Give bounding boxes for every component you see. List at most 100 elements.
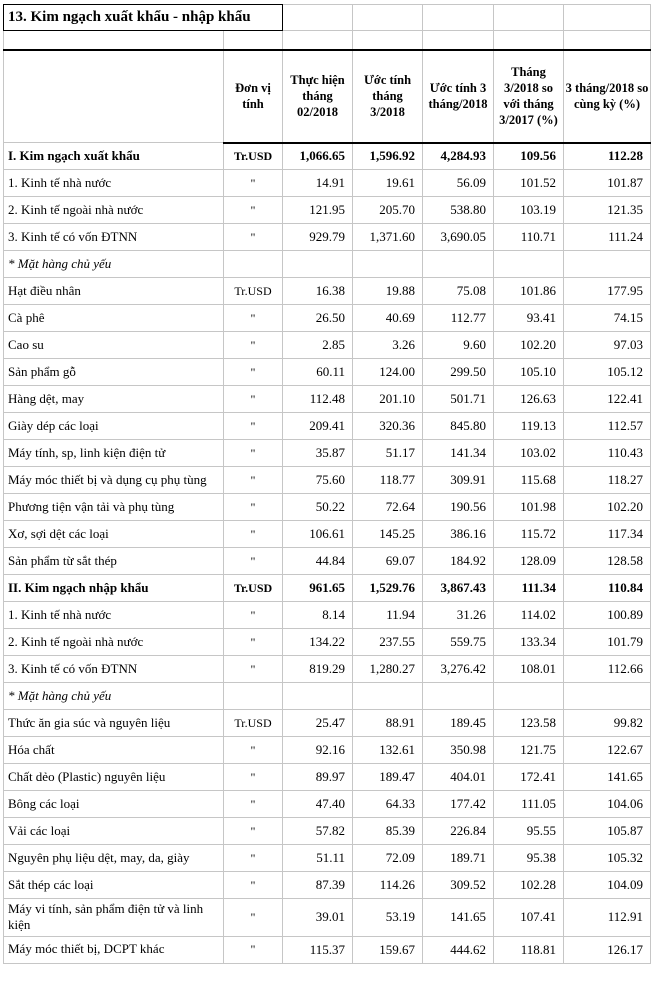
empty-cell <box>352 4 423 31</box>
value-cell <box>422 682 494 710</box>
value-cell: 111.05 <box>493 790 564 818</box>
value-cell: 177.42 <box>422 790 494 818</box>
table-row: * Mặt hàng chủ yếu <box>3 682 651 710</box>
row-label-cell: Thức ăn gia súc và nguyên liệu <box>3 709 224 737</box>
row-label-cell: 3. Kinh tế có vốn ĐTNN <box>3 655 224 683</box>
export-import-table: 13. Kim ngạch xuất khẩu - nhập khẩu Đơn … <box>3 4 651 964</box>
table-row: 3. Kinh tế có vốn ĐTNN " 819.29 1,280.27 3,2… <box>3 655 651 683</box>
value-cell: 93.41 <box>493 304 564 332</box>
unit-cell: " <box>223 358 283 386</box>
value-cell: 19.88 <box>352 277 423 305</box>
row-label-cell: Máy móc thiết bị và dụng cụ phụ tùng <box>3 466 224 494</box>
table-row: Xơ, sợi dệt các loại " 106.61 145.25 386.16 1… <box>3 520 651 548</box>
value-cell: 209.41 <box>282 412 353 440</box>
value-cell: 57.82 <box>282 817 353 845</box>
value-cell <box>493 682 564 710</box>
empty-cell <box>223 30 283 50</box>
value-cell: 128.58 <box>563 547 651 575</box>
value-cell: 31.26 <box>422 601 494 629</box>
value-cell: 501.71 <box>422 385 494 413</box>
value-cell: 309.91 <box>422 466 494 494</box>
value-cell: 205.70 <box>352 196 423 224</box>
row-label-cell: Hàng dệt, may <box>3 385 224 413</box>
value-cell <box>563 250 651 278</box>
row-label-cell: I. Kim ngạch xuất khẩu <box>3 142 224 170</box>
value-cell: 75.08 <box>422 277 494 305</box>
value-cell: 72.09 <box>352 844 423 872</box>
value-cell: 189.71 <box>422 844 494 872</box>
value-cell: 97.03 <box>563 331 651 359</box>
value-cell: 320.36 <box>352 412 423 440</box>
unit-cell: " <box>223 790 283 818</box>
table-row: Máy móc thiết bị và dụng cụ phụ tùng " 75.… <box>3 466 651 494</box>
value-cell <box>352 250 423 278</box>
unit-cell: " <box>223 331 283 359</box>
value-cell: 53.19 <box>352 898 423 937</box>
value-cell: 89.97 <box>282 763 353 791</box>
unit-cell: " <box>223 547 283 575</box>
value-cell: 559.75 <box>422 628 494 656</box>
value-cell: 107.41 <box>493 898 564 937</box>
value-cell: 110.84 <box>563 574 651 602</box>
value-cell: 102.20 <box>493 331 564 359</box>
value-cell: 226.84 <box>422 817 494 845</box>
table-row: Cà phê " 26.50 40.69 112.77 93.41 74.15 <box>3 304 651 332</box>
value-cell: 111.34 <box>493 574 564 602</box>
table-row: Sản phẩm từ sắt thép " 44.84 69.07 184.92 128… <box>3 547 651 575</box>
table-row: Nguyên phụ liệu dệt, may, da, giày " 51.11… <box>3 844 651 872</box>
value-cell: 101.86 <box>493 277 564 305</box>
page-title: 13. Kim ngạch xuất khẩu - nhập khẩu <box>3 4 283 31</box>
empty-cell <box>3 30 224 50</box>
value-cell: 122.41 <box>563 385 651 413</box>
value-cell: 133.34 <box>493 628 564 656</box>
table-row: Bông các loại " 47.40 64.33 177.42 111.05 104.… <box>3 790 651 818</box>
value-cell: 4,284.93 <box>422 142 494 170</box>
value-cell: 102.28 <box>493 871 564 899</box>
unit-cell: " <box>223 655 283 683</box>
value-cell: 3,690.05 <box>422 223 494 251</box>
column-header-est-mar: Ước tính tháng 3/2018 <box>352 48 423 144</box>
value-cell <box>563 682 651 710</box>
value-cell: 99.82 <box>563 709 651 737</box>
unit-cell: " <box>223 817 283 845</box>
table-row: 1. Kinh tế nhà nước " 14.91 19.61 56.09 101.5… <box>3 169 651 197</box>
value-cell: 141.34 <box>422 439 494 467</box>
value-cell: 177.95 <box>563 277 651 305</box>
value-cell: 123.58 <box>493 709 564 737</box>
value-cell: 8.14 <box>282 601 353 629</box>
row-label-cell: Bông các loại <box>3 790 224 818</box>
table-row: 2. Kinh tế ngoài nhà nước " 134.22 237.55 55… <box>3 628 651 656</box>
table-row: 1. Kinh tế nhà nước " 8.14 11.94 31.26 114.02… <box>3 601 651 629</box>
value-cell: 141.65 <box>563 763 651 791</box>
empty-cell <box>422 30 494 50</box>
value-cell: 105.12 <box>563 358 651 386</box>
table-row: Hạt điều nhân Tr.USD 16.38 19.88 75.08 101.86… <box>3 277 651 305</box>
value-cell: 121.75 <box>493 736 564 764</box>
value-cell: 190.56 <box>422 493 494 521</box>
unit-cell: " <box>223 844 283 872</box>
value-cell: 105.87 <box>563 817 651 845</box>
value-cell: 14.91 <box>282 169 353 197</box>
empty-cell <box>493 30 564 50</box>
table-body: I. Kim ngạch xuất khẩu Tr.USD 1,066.65 1,59… <box>3 142 651 964</box>
value-cell: 112.77 <box>422 304 494 332</box>
table-row: Máy móc thiết bị, DCPT khác " 115.37 159.67… <box>3 935 651 964</box>
row-label-cell: Vải các loại <box>3 817 224 845</box>
unit-cell: " <box>223 439 283 467</box>
value-cell: 87.39 <box>282 871 353 899</box>
value-cell: 112.28 <box>563 142 651 170</box>
table-row: I. Kim ngạch xuất khẩu Tr.USD 1,066.65 1,59… <box>3 142 651 170</box>
row-label-cell: Xơ, sợi dệt các loại <box>3 520 224 548</box>
value-cell: 1,280.27 <box>352 655 423 683</box>
column-header-yoy-percent: 3 tháng/2018 so cùng kỳ (%) <box>563 48 651 144</box>
value-cell: 189.47 <box>352 763 423 791</box>
title-row: 13. Kim ngạch xuất khẩu - nhập khẩu <box>3 4 651 31</box>
table-row: Cao su " 2.85 3.26 9.60 102.20 97.03 <box>3 331 651 359</box>
value-cell: 2.85 <box>282 331 353 359</box>
value-cell: 95.38 <box>493 844 564 872</box>
value-cell: 126.63 <box>493 385 564 413</box>
value-cell: 929.79 <box>282 223 353 251</box>
row-label-cell: Máy móc thiết bị, DCPT khác <box>3 935 224 964</box>
value-cell: 115.68 <box>493 466 564 494</box>
